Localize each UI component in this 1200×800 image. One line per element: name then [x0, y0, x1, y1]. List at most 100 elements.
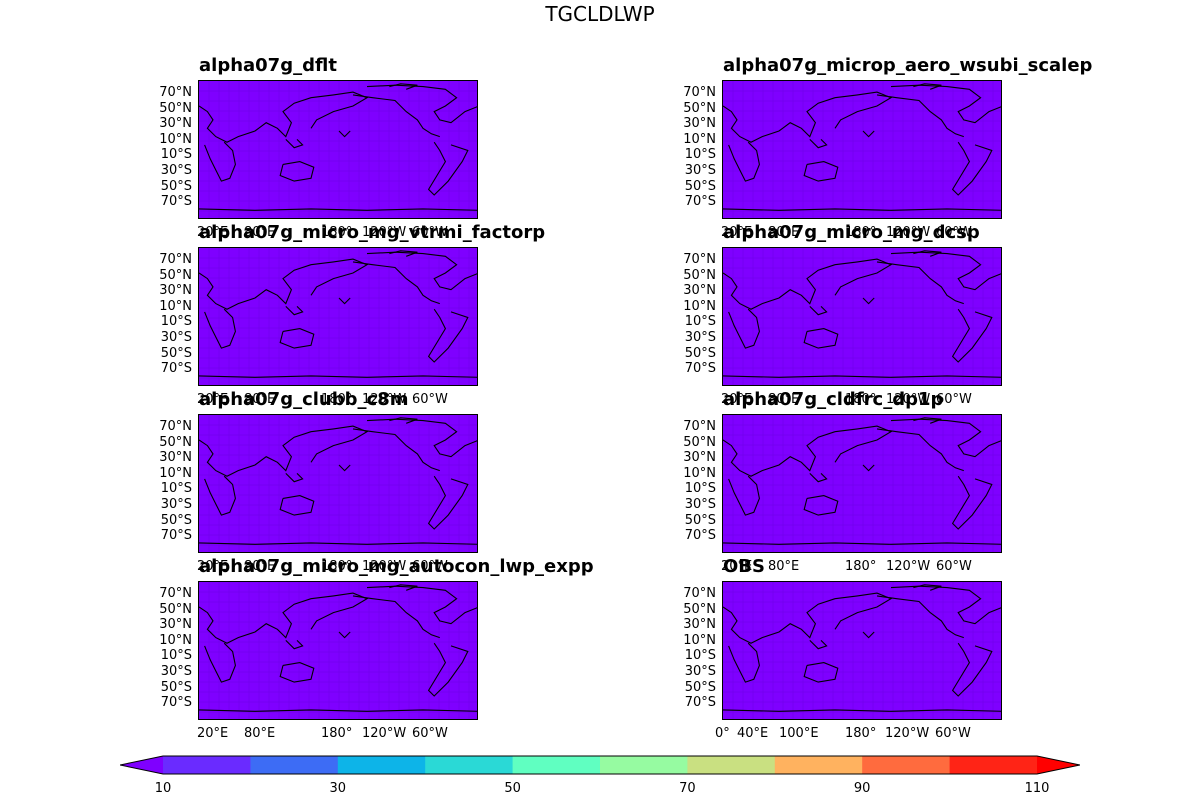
coastline: [913, 417, 942, 424]
colorbar-segment: [600, 756, 688, 774]
lat-tick-label: 50°S: [160, 346, 192, 361]
panel-title: alpha07g_micro_mg_dcsp: [723, 222, 980, 243]
field-fill: [199, 81, 477, 218]
coastline: [951, 141, 993, 196]
lat-tick-label: 50°S: [160, 179, 192, 194]
map-field: [723, 248, 1001, 385]
coastline: [913, 584, 942, 591]
lon-tick-label: 60°W: [412, 559, 448, 574]
lat-tick-label: 30°N: [159, 450, 192, 465]
coastline: [728, 141, 760, 182]
lat-tick-label: 30°N: [683, 617, 716, 632]
coastline: [338, 297, 351, 305]
lon-tick-label: 20°E: [721, 225, 753, 240]
lat-tick-label: 50°S: [684, 513, 716, 528]
coastline: [389, 584, 418, 591]
colorbar-outline: [120, 755, 1080, 775]
colorbar-segment: [774, 756, 863, 774]
lat-tick-label: 50°N: [683, 602, 716, 617]
lon-tick-label: 80°E: [768, 225, 800, 240]
lat-tick-label: 50°N: [159, 435, 192, 450]
lon-tick-label: 180°: [845, 726, 877, 741]
lat-tick-label: 10°N: [159, 299, 192, 314]
lon-tick-label: 80°E: [244, 726, 276, 741]
lat-tick-label: 50°S: [684, 680, 716, 695]
coastline: [352, 94, 440, 138]
coastline: [728, 642, 760, 683]
colorbar-segment: [425, 756, 514, 774]
lat-tick-label: 30°N: [159, 116, 192, 131]
coastline: [876, 595, 964, 639]
lat-tick-label: 50°N: [159, 602, 192, 617]
coastline: [389, 83, 418, 90]
coastline: [862, 130, 875, 138]
coastline: [352, 595, 440, 639]
coastline: [279, 495, 315, 516]
map-panel: [198, 80, 478, 219]
coastline: [862, 297, 875, 305]
colorbar-segment: [337, 756, 426, 774]
lat-tick-label: 30°S: [684, 664, 716, 679]
lat-tick-label: 10°S: [160, 147, 192, 162]
colorbar-tick-label: 10: [154, 781, 172, 796]
field-fill: [199, 248, 477, 385]
lat-tick-label: 30°S: [684, 163, 716, 178]
coastline: [279, 161, 315, 182]
lon-tick-label: 20°E: [721, 559, 753, 574]
coastline: [199, 709, 477, 712]
lon-tick-label: 180°: [321, 225, 353, 240]
coastline: [199, 375, 477, 378]
lon-tick-label: 0°: [715, 726, 730, 741]
coastline: [876, 261, 964, 305]
map-panel: [722, 247, 1002, 386]
lat-tick-label: 10°N: [683, 299, 716, 314]
lat-tick-label: 50°N: [159, 101, 192, 116]
coastline: [427, 642, 469, 697]
colorbar: [120, 755, 1080, 775]
coastline: [338, 130, 351, 138]
colorbar-tick-label: 30: [329, 781, 347, 796]
colorbar-tick-label: 110: [1024, 781, 1050, 796]
lat-tick-label: 70°N: [683, 586, 716, 601]
coastline: [204, 642, 236, 683]
lon-tick-label: 60°W: [936, 559, 972, 574]
coastline: [723, 592, 893, 644]
coastline: [876, 428, 964, 472]
map-field: [199, 582, 477, 719]
lat-tick-label: 50°S: [160, 513, 192, 528]
lon-tick-label: 120°W: [885, 726, 930, 741]
map-panel: [722, 581, 1002, 720]
lat-tick-label: 50°N: [683, 435, 716, 450]
lat-tick-label: 70°S: [160, 695, 192, 710]
coastline: [809, 640, 828, 650]
lon-tick-label: 60°W: [412, 225, 448, 240]
lat-tick-label: 30°N: [159, 617, 192, 632]
field-fill: [723, 415, 1001, 552]
map-panel: [198, 581, 478, 720]
lon-tick-label: 100°E: [779, 726, 819, 741]
lon-tick-label: 80°E: [244, 392, 276, 407]
lon-tick-label: 120°W: [362, 726, 407, 741]
lat-tick-label: 50°S: [684, 346, 716, 361]
coastline: [951, 308, 993, 363]
lat-tick-label: 10°N: [159, 466, 192, 481]
lat-tick-label: 10°S: [684, 147, 716, 162]
lat-tick-label: 10°N: [683, 132, 716, 147]
map-field: [723, 415, 1001, 552]
lat-tick-label: 10°S: [160, 314, 192, 329]
coastline: [285, 473, 304, 483]
coastline: [199, 425, 369, 477]
coastline: [876, 94, 964, 138]
colorbar-under-extension: [120, 756, 163, 774]
panel-title: alpha07g_cldfrc_dp1p: [723, 389, 944, 410]
lon-tick-label: 180°: [845, 559, 877, 574]
lat-tick-label: 70°N: [159, 252, 192, 267]
lat-tick-label: 50°S: [160, 680, 192, 695]
field-fill: [723, 248, 1001, 385]
lat-tick-label: 10°N: [159, 633, 192, 648]
lon-tick-label: 40°E: [737, 726, 769, 741]
lon-tick-label: 20°E: [197, 225, 229, 240]
coastline: [803, 161, 839, 182]
lat-tick-label: 70°S: [160, 361, 192, 376]
lon-tick-label: 60°W: [412, 726, 448, 741]
